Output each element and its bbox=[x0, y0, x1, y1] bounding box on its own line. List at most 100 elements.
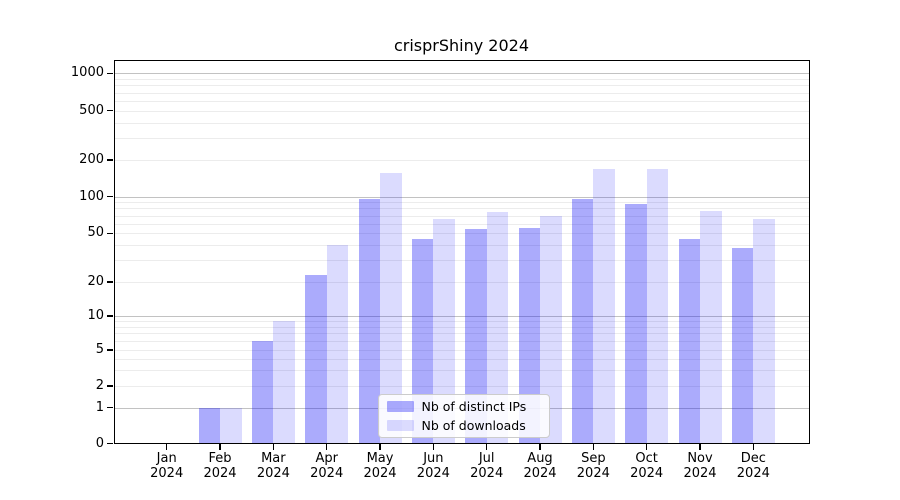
x-tick-month: May bbox=[366, 450, 394, 466]
bar-distinct-ips-sep bbox=[571, 199, 594, 444]
plot-frame bbox=[113, 60, 810, 444]
bar-distinct-ips-mar bbox=[251, 341, 274, 444]
x-tick-year: 2024 bbox=[630, 466, 664, 481]
x-tick-month: Mar bbox=[261, 450, 286, 466]
x-tick-label-apr: Apr 2024 bbox=[292, 451, 362, 482]
gridline-minor bbox=[113, 326, 810, 328]
x-tick-mark bbox=[432, 443, 435, 450]
x-tick-mark bbox=[219, 443, 221, 450]
bar-downloads-jun bbox=[433, 219, 455, 444]
bar-downloads-feb bbox=[220, 407, 242, 444]
x-tick-month: Dec bbox=[740, 450, 766, 466]
x-tick-mark bbox=[379, 443, 381, 450]
legend-item-distinct-ips: Nb of distinct IPs bbox=[386, 399, 541, 414]
gridline-minor bbox=[113, 260, 810, 262]
x-tick-year: 2024 bbox=[683, 466, 717, 481]
gridline-minor bbox=[113, 79, 810, 80]
y-tick-mark bbox=[106, 406, 113, 409]
x-tick-label-nov: Nov 2024 bbox=[665, 451, 735, 482]
y-tick-mark bbox=[106, 196, 113, 198]
bar-downloads-mar bbox=[273, 321, 295, 444]
y-tick-mark bbox=[106, 281, 113, 283]
bar-downloads-may bbox=[380, 173, 402, 444]
y-tick-label: 5 bbox=[95, 342, 104, 357]
x-tick-year: 2024 bbox=[256, 466, 290, 481]
bar-distinct-ips-oct bbox=[625, 204, 647, 444]
bar-distinct-ips-apr bbox=[305, 274, 327, 444]
gridline-minor bbox=[113, 282, 810, 283]
x-tick-label-aug: Aug 2024 bbox=[505, 451, 575, 482]
bars-layer bbox=[114, 60, 811, 444]
gridline-minor bbox=[113, 350, 810, 351]
x-tick-year: 2024 bbox=[150, 466, 184, 481]
y-tick-mark bbox=[106, 349, 113, 351]
gridline-minor bbox=[113, 138, 810, 140]
gridline-minor bbox=[113, 358, 810, 360]
x-tick-year: 2024 bbox=[363, 466, 397, 481]
gridline-minor bbox=[113, 370, 810, 372]
plot-area: Nb of distinct IPs Nb of downloads bbox=[113, 60, 811, 444]
x-tick-mark bbox=[592, 443, 595, 450]
x-tick-mark bbox=[272, 443, 275, 450]
x-tick-month: Jun bbox=[423, 450, 444, 466]
bar-downloads-oct bbox=[646, 168, 669, 444]
bar-downloads-dec bbox=[753, 218, 775, 444]
y-tick-mark bbox=[106, 232, 113, 234]
bar-distinct-ips-jun bbox=[411, 238, 434, 444]
y-tick-mark bbox=[106, 442, 113, 445]
y-tick-label: 2 bbox=[95, 378, 104, 393]
x-tick-month: Jul bbox=[478, 450, 495, 466]
x-tick-label-mar: Mar 2024 bbox=[238, 451, 308, 482]
gridline-minor bbox=[113, 110, 810, 112]
legend-item-downloads: Nb of downloads bbox=[386, 418, 541, 433]
x-tick-label-dec: Dec 2024 bbox=[718, 451, 788, 482]
x-tick-month: Aug bbox=[527, 450, 553, 466]
y-tick-mark bbox=[106, 159, 113, 161]
x-tick-mark bbox=[645, 443, 648, 450]
legend-label-distinct-ips: Nb of distinct IPs bbox=[421, 399, 527, 414]
y-tick-label: 1000 bbox=[70, 65, 104, 81]
legend-swatch-distinct-ips bbox=[386, 401, 414, 412]
bar-distinct-ips-aug bbox=[518, 228, 540, 444]
gridline-minor bbox=[113, 92, 810, 94]
bar-distinct-ips-dec bbox=[731, 247, 754, 444]
x-tick-year: 2024 bbox=[203, 466, 237, 481]
chart-title: crisprShiny 2024 bbox=[393, 36, 530, 55]
gridline-minor bbox=[113, 160, 810, 161]
x-tick-month: Oct bbox=[635, 450, 658, 466]
x-tick-label-oct: Oct 2024 bbox=[612, 451, 682, 482]
bar-downloads-apr bbox=[326, 245, 349, 444]
x-tick-mark bbox=[752, 443, 755, 450]
gridline-minor bbox=[113, 341, 810, 343]
x-tick-mark bbox=[325, 443, 328, 450]
y-tick-mark bbox=[106, 385, 113, 387]
y-tick-label: 10 bbox=[87, 308, 104, 323]
y-tick-label: 500 bbox=[79, 102, 104, 118]
x-tick-mark bbox=[166, 443, 168, 450]
bar-downloads-aug bbox=[540, 215, 562, 444]
legend-swatch-downloads bbox=[386, 420, 414, 431]
x-tick-label-jan: Jan 2024 bbox=[132, 451, 202, 482]
x-tick-year: 2024 bbox=[523, 466, 557, 481]
x-tick-month: Feb bbox=[208, 450, 232, 466]
x-tick-year: 2024 bbox=[470, 466, 504, 481]
bar-distinct-ips-jul bbox=[465, 229, 487, 444]
gridline-minor bbox=[113, 202, 810, 204]
y-tick-mark bbox=[106, 315, 113, 317]
gridline-minor bbox=[113, 223, 810, 225]
bar-distinct-ips-feb bbox=[198, 407, 221, 444]
gridline-major bbox=[113, 196, 810, 198]
gridline-minor bbox=[113, 245, 810, 247]
x-tick-label-sep: Sep 2024 bbox=[558, 451, 628, 482]
gridline-minor bbox=[113, 122, 810, 124]
y-tick-label: 100 bbox=[79, 188, 104, 204]
x-tick-label-jun: Jun 2024 bbox=[398, 451, 468, 482]
gridline-minor bbox=[113, 208, 810, 210]
x-tick-label-feb: Feb 2024 bbox=[185, 451, 255, 482]
bar-downloads-jul bbox=[486, 211, 509, 444]
bar-distinct-ips-nov bbox=[678, 238, 700, 444]
y-tick-label: 0 bbox=[95, 435, 104, 451]
x-tick-label-may: May 2024 bbox=[345, 451, 415, 482]
